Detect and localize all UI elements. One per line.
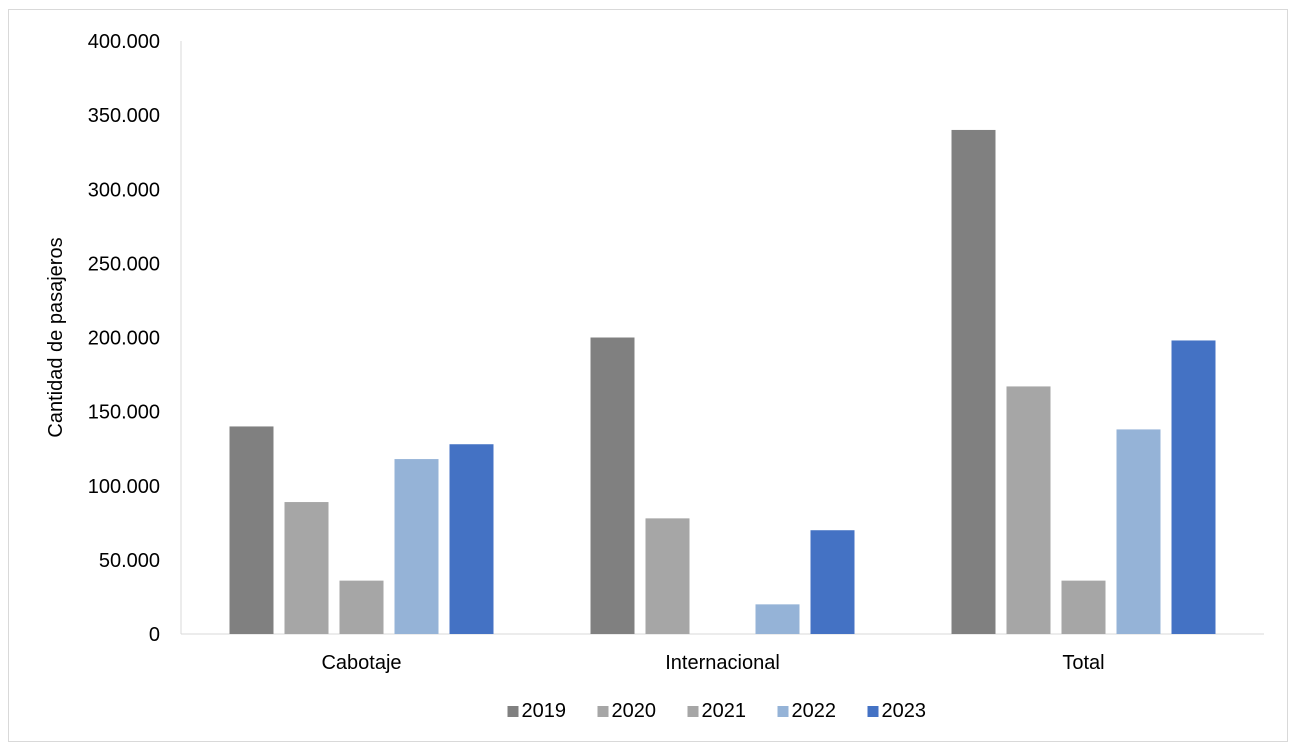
bar [284, 502, 329, 634]
bar [755, 604, 800, 634]
bar [1061, 580, 1106, 634]
y-tick-label: 150.000 [88, 402, 160, 424]
bar [449, 444, 494, 634]
bar [339, 580, 384, 634]
bar [810, 530, 855, 634]
y-tick-label: 50.000 [99, 550, 160, 572]
x-category-label: Cabotaje [321, 652, 401, 674]
y-tick-label: 300.000 [88, 179, 160, 201]
bar [951, 129, 996, 634]
y-tick-label: 100.000 [88, 476, 160, 498]
y-tick-label: 200.000 [88, 328, 160, 350]
legend-swatch [507, 706, 519, 717]
y-tick-label: 400.000 [88, 31, 160, 53]
bar [1171, 340, 1216, 634]
y-tick-label: 350.000 [88, 105, 160, 127]
legend-swatch [867, 706, 879, 717]
bar [1116, 429, 1161, 634]
bar [394, 459, 439, 634]
legend-swatch [597, 706, 609, 717]
legend-swatch [687, 706, 699, 717]
y-tick-label: 250.000 [88, 253, 160, 275]
legend-label: 2021 [702, 700, 747, 722]
bar [229, 426, 274, 634]
legend-label: 2023 [882, 700, 927, 722]
legend-label: 2020 [612, 700, 657, 722]
bar [590, 337, 635, 634]
x-category-label: Total [1062, 652, 1104, 674]
bar [645, 518, 690, 634]
y-axis-title: Cantidad de pasajeros [45, 237, 67, 437]
y-tick-label: 0 [149, 624, 160, 646]
bar [1006, 386, 1051, 634]
x-category-label: Internacional [665, 652, 780, 674]
legend-label: 2019 [522, 700, 567, 722]
legend-swatch [777, 706, 789, 717]
legend-label: 2022 [792, 700, 837, 722]
